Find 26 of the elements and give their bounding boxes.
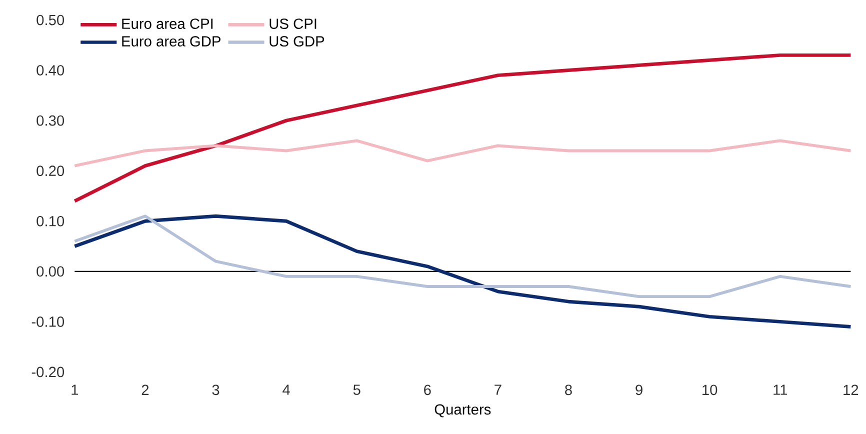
x-tick-label: 9: [636, 384, 642, 396]
legend-label: US GDP: [270, 36, 324, 47]
legend-label: US CPI: [270, 18, 316, 29]
line-series: [72, 214, 852, 328]
x-tick-label: 7: [494, 384, 502, 395]
y-tick-label: 0.30: [36, 115, 64, 126]
x-tick-label: 6: [424, 384, 431, 396]
x-tick-label: 2: [142, 384, 149, 395]
x-tick-label: 8: [565, 384, 572, 396]
y-tick-label: -0.20: [32, 366, 64, 378]
x-axis-title: Quarters: [434, 404, 491, 418]
x-tick-label: 11: [774, 384, 788, 395]
x-tick-label: 1: [72, 384, 78, 395]
legend-label: Euro area CPI: [122, 18, 213, 29]
legend-label: Euro area GDP: [122, 36, 220, 47]
x-tick-label: 4: [282, 384, 290, 395]
y-tick-label: 0.00: [36, 266, 64, 277]
x-tick-label: 12: [844, 384, 858, 395]
y-tick-label: 0.10: [36, 216, 64, 226]
x-tick-label: 5: [353, 384, 360, 395]
y-tick-label: -0.10: [32, 316, 64, 327]
x-tick-label: 10: [702, 384, 718, 396]
y-tick-label: 0.40: [36, 65, 64, 76]
y-tick-label: 0.20: [36, 166, 64, 176]
y-tick-label: 0.50: [36, 14, 64, 26]
x-tick-label: 3: [212, 384, 220, 396]
